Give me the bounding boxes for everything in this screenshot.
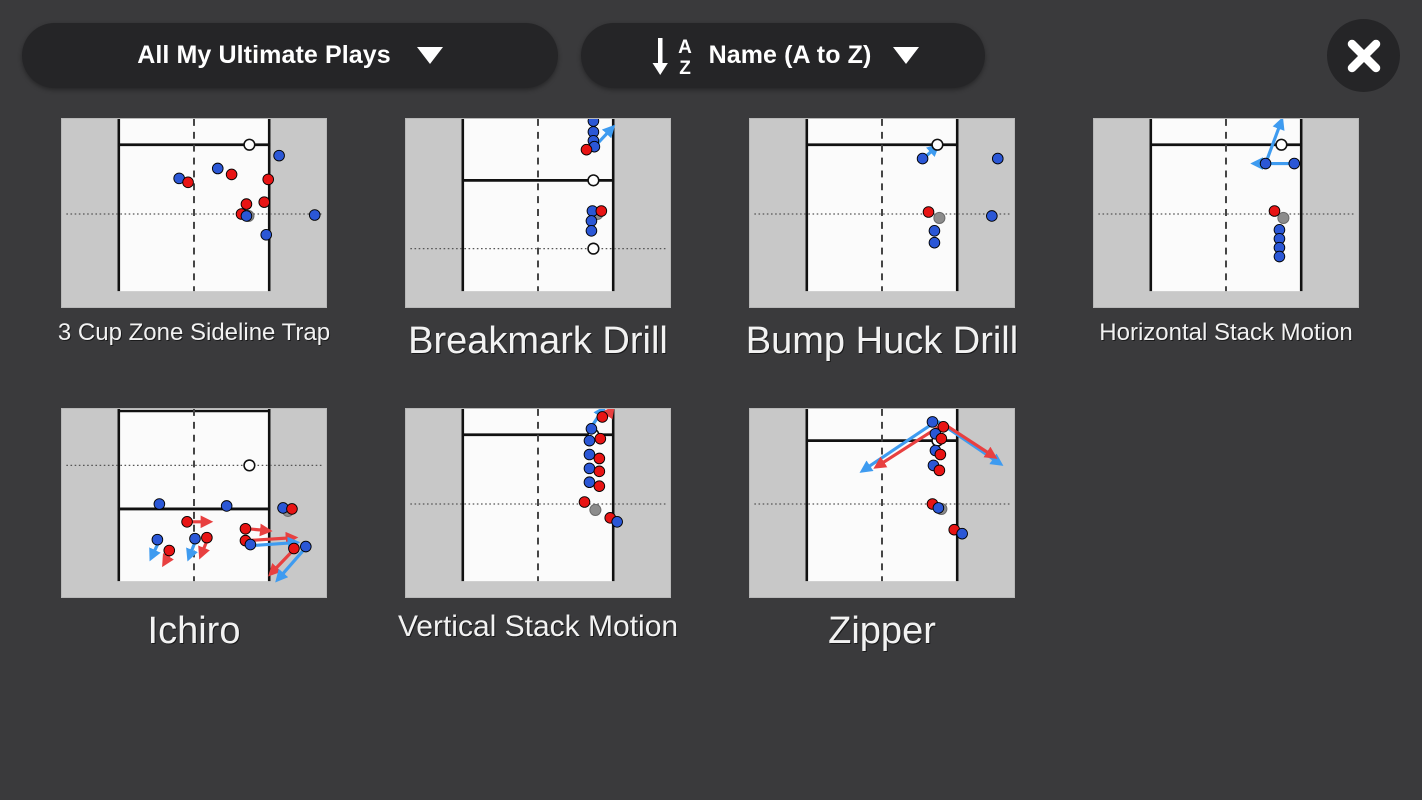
play-grid-row: 3 Cup Zone Sideline Trap Breakmark Drill B… — [0, 110, 1422, 400]
play-grid: 3 Cup Zone Sideline Trap Breakmark Drill B… — [0, 110, 1422, 690]
play-card-label: Ichiro — [147, 610, 241, 652]
play-card-label: Zipper — [828, 610, 936, 652]
play-thumbnail — [405, 408, 671, 598]
play-card[interactable]: Vertical Stack Motion — [398, 408, 678, 644]
play-card-label: Horizontal Stack Motion — [1099, 319, 1353, 346]
play-thumbnail — [749, 408, 1015, 598]
collection-filter-dropdown[interactable]: All My Ultimate Plays — [22, 23, 558, 88]
play-card[interactable]: Zipper — [749, 408, 1015, 653]
play-grid-row: Ichiro Vertical Stack Motion Zipper — [0, 400, 1422, 690]
play-card[interactable]: Ichiro — [61, 408, 327, 653]
play-card[interactable]: 3 Cup Zone Sideline Trap — [58, 118, 330, 347]
play-card[interactable]: Horizontal Stack Motion — [1093, 118, 1359, 347]
library-toolbar: All My Ultimate Plays A Z Name (A to Z) — [0, 0, 1422, 110]
sort-order-label: Name (A to Z) — [708, 41, 872, 69]
play-thumbnail — [61, 118, 327, 308]
play-card[interactable]: Breakmark Drill — [405, 118, 671, 363]
play-card-label: Bump Huck Drill — [745, 320, 1019, 362]
collection-filter-label: All My Ultimate Plays — [137, 41, 391, 69]
close-icon — [1347, 39, 1380, 72]
sort-order-dropdown[interactable]: A Z Name (A to Z) — [581, 23, 985, 88]
play-thumbnail — [61, 408, 327, 598]
svg-text:A: A — [678, 37, 692, 58]
play-thumbnail — [1093, 118, 1359, 308]
svg-text:Z: Z — [679, 58, 691, 78]
sort-a-to-z-icon: A Z — [652, 37, 692, 78]
chevron-down-icon — [893, 47, 920, 64]
chevron-down-icon — [416, 47, 443, 64]
close-button[interactable] — [1327, 19, 1400, 92]
play-card-label: 3 Cup Zone Sideline Trap — [57, 319, 331, 346]
play-thumbnail — [749, 118, 1015, 308]
play-thumbnail — [405, 118, 671, 308]
play-card-label: Vertical Stack Motion — [397, 610, 679, 643]
play-card-label: Breakmark Drill — [408, 320, 668, 362]
play-card[interactable]: Bump Huck Drill — [746, 118, 1018, 363]
